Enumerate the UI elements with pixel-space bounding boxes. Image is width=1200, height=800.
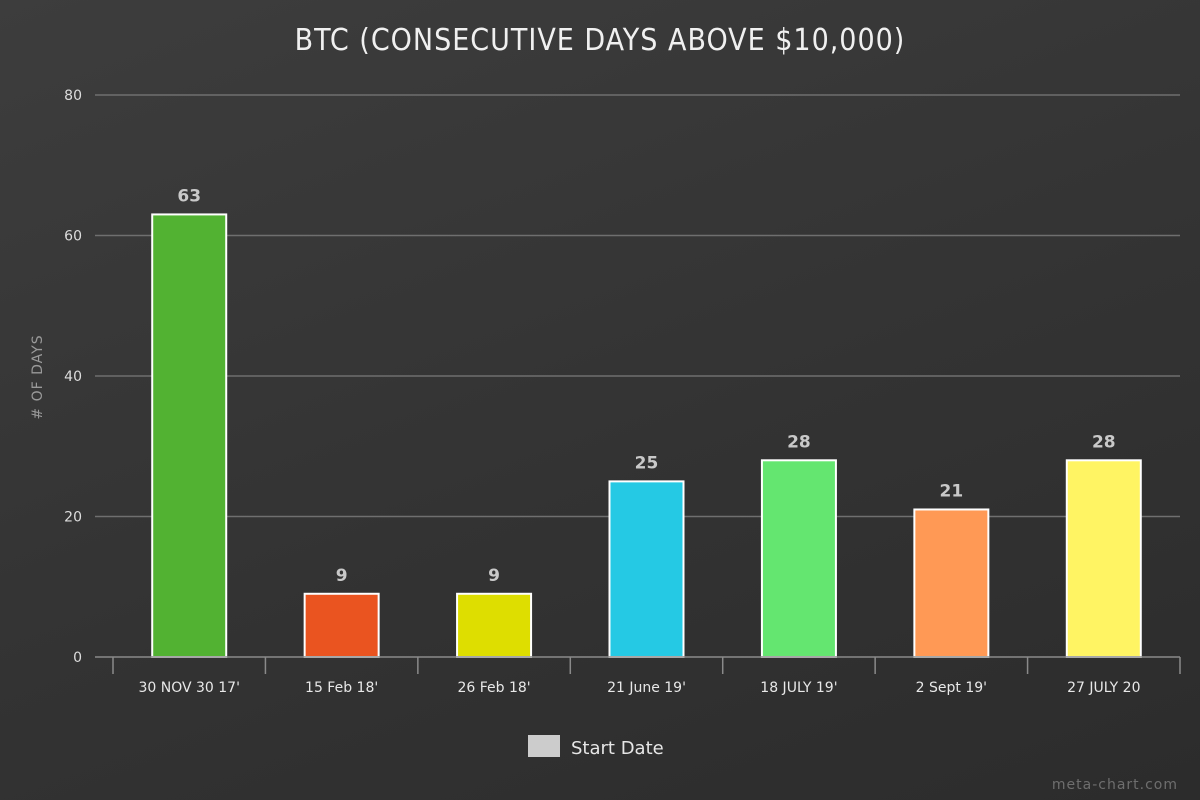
bar-value-label: 28 xyxy=(1092,432,1116,452)
y-tick-label: 80 xyxy=(64,88,82,104)
x-tick-label: 2 Sept 19' xyxy=(916,680,987,696)
bar[interactable] xyxy=(608,480,685,658)
bar-value-label: 25 xyxy=(635,453,659,473)
y-tick-label: 0 xyxy=(73,650,82,666)
y-tick-label: 60 xyxy=(64,229,82,245)
chart-title: BTC (CONSECUTIVE DAYS ABOVE $10,000) xyxy=(295,23,906,58)
bar-value-label: 63 xyxy=(177,186,201,206)
x-tick-label: 15 Feb 18' xyxy=(305,680,378,696)
x-tick-label: 30 NOV 30 17' xyxy=(138,680,239,696)
bar-value-label: 28 xyxy=(787,432,811,452)
legend-label: Start Date xyxy=(571,738,664,759)
x-axis: 30 NOV 30 17' 15 Feb 18' 26 Feb 18' 21 June… xyxy=(95,656,1181,696)
y-tick-label: 20 xyxy=(64,510,82,526)
bars: 63 9 9 25 28 21 28 xyxy=(151,186,1142,659)
bar[interactable] xyxy=(913,508,990,658)
x-tick-label: 26 Feb 18' xyxy=(457,680,530,696)
legend-swatch xyxy=(528,735,560,757)
bar-value-label: 9 xyxy=(488,566,500,586)
x-tick-label: 27 JULY 20 xyxy=(1067,680,1140,696)
x-tick-label: 21 June 19' xyxy=(607,680,686,696)
bar[interactable] xyxy=(760,459,837,658)
legend[interactable]: Start Date xyxy=(528,735,664,759)
watermark: meta-chart.com xyxy=(1052,777,1178,793)
y-axis-label: # OF DAYS xyxy=(30,334,46,419)
bar[interactable] xyxy=(151,213,228,659)
x-tick-label: 18 JULY 19' xyxy=(760,680,837,696)
bar[interactable] xyxy=(456,592,533,659)
bar-value-label: 9 xyxy=(336,566,348,586)
bar[interactable] xyxy=(1065,459,1142,658)
y-axis-ticks: 0 20 40 60 80 xyxy=(64,88,82,666)
bar-value-label: 21 xyxy=(940,481,964,501)
y-tick-label: 40 xyxy=(64,369,82,385)
bar[interactable] xyxy=(303,592,380,659)
